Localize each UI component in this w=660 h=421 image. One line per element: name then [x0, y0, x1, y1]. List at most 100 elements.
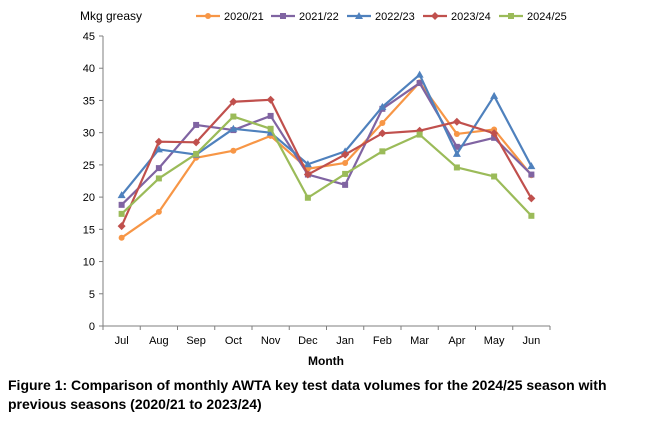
- x-tick-label: Feb: [373, 335, 392, 347]
- legend-entry: 2024/25: [499, 11, 567, 23]
- series-line: [120, 98, 533, 227]
- x-tick-label: Jul: [115, 335, 129, 347]
- data-point: [229, 97, 238, 106]
- x-tick-label: Nov: [261, 335, 281, 347]
- legend-marker: [355, 12, 363, 19]
- legend-marker: [431, 12, 439, 20]
- figure-caption: Figure 1: Comparison of monthly AWTA key…: [8, 377, 607, 412]
- data-point: [303, 160, 312, 168]
- data-point: [527, 194, 536, 203]
- series-line: [120, 73, 533, 196]
- series-2020-21: [118, 79, 535, 241]
- y-tick-label: 15: [83, 224, 95, 236]
- y-tick-label: 20: [83, 192, 95, 204]
- data-point: [229, 124, 238, 132]
- data-point: [452, 149, 461, 157]
- legend-label: 2024/25: [527, 11, 567, 23]
- x-axis-label: Month: [308, 354, 344, 368]
- data-point: [452, 117, 461, 126]
- data-point: [416, 80, 423, 87]
- data-point: [266, 95, 275, 104]
- data-point: [342, 170, 349, 177]
- data-point: [342, 181, 349, 188]
- data-point: [378, 129, 387, 138]
- x-tick-label: Oct: [225, 335, 242, 347]
- x-tick-label: Apr: [448, 335, 465, 347]
- legend-marker: [280, 13, 286, 19]
- legend-entry: 2021/22: [271, 11, 339, 23]
- legend-label: 2020/21: [224, 11, 264, 23]
- x-tick-label: Sep: [186, 335, 206, 347]
- data-point: [155, 175, 162, 182]
- data-point: [267, 125, 274, 132]
- legend-marker: [205, 13, 211, 19]
- data-point: [416, 131, 423, 138]
- series-line: [120, 81, 533, 239]
- data-point: [490, 129, 499, 138]
- y-tick-label: 0: [89, 321, 95, 333]
- data-point: [303, 170, 312, 179]
- data-point: [118, 201, 125, 208]
- data-point: [453, 130, 460, 137]
- y-tick-label: 35: [83, 95, 95, 107]
- data-point: [379, 120, 386, 126]
- series-line: [120, 115, 533, 217]
- data-point: [155, 208, 162, 215]
- legend-label: 2022/23: [375, 11, 415, 23]
- data-point: [378, 102, 387, 110]
- data-point: [379, 148, 386, 155]
- legend-label: 2023/24: [451, 11, 491, 23]
- legend: 2020/21 2021/22 2022/23 2023/24 2024/25: [196, 11, 567, 23]
- data-point: [527, 162, 536, 170]
- x-axis: Jul Aug Sep Oct Nov Dec Jan Feb Mar Apr May Jun: [102, 325, 551, 347]
- data-point: [267, 112, 274, 119]
- data-point: [491, 134, 498, 141]
- line-chart: Mkg greasy 2020/21 2021/22 2022/23 2023/24 2…: [80, 9, 567, 368]
- series-2024-25: [118, 113, 535, 219]
- data-point: [304, 194, 311, 201]
- data-point: [155, 165, 162, 172]
- data-point: [342, 159, 349, 166]
- legend-entry: 2022/23: [347, 11, 415, 23]
- x-tick-label: May: [484, 335, 505, 347]
- data-point: [118, 210, 125, 217]
- data-point: [453, 143, 460, 150]
- y-axis-label: Mkg greasy: [80, 9, 142, 23]
- x-tick-label: Mar: [410, 335, 429, 347]
- x-tick-label: Jun: [523, 335, 541, 347]
- data-point: [117, 191, 126, 199]
- data-point: [491, 173, 498, 180]
- y-tick-label: 25: [83, 160, 95, 172]
- data-point: [528, 171, 535, 178]
- data-point: [415, 70, 424, 78]
- data-point: [154, 137, 163, 146]
- legend-label: 2021/22: [299, 11, 339, 23]
- legend-marker: [508, 13, 514, 19]
- y-tick-label: 45: [83, 31, 95, 43]
- y-axis: 0 5 10 15 20 25 30 35 40 45: [83, 31, 104, 333]
- y-tick-label: 10: [83, 257, 95, 269]
- data-point: [117, 222, 126, 231]
- series-group: [117, 70, 536, 241]
- series-2023-24: [117, 95, 536, 231]
- data-point: [453, 164, 460, 171]
- data-point: [528, 212, 535, 219]
- legend-entry: 2020/21: [196, 11, 264, 23]
- data-point: [490, 91, 499, 99]
- series-2021-22: [118, 80, 535, 208]
- data-point: [193, 150, 200, 157]
- data-point: [230, 113, 237, 120]
- data-point: [192, 138, 201, 147]
- x-tick-label: Jan: [336, 335, 354, 347]
- y-tick-label: 30: [83, 128, 95, 140]
- legend-entry: 2023/24: [423, 11, 491, 23]
- data-point: [193, 121, 200, 128]
- data-point: [230, 147, 237, 154]
- y-tick-label: 40: [83, 63, 95, 75]
- data-point: [118, 234, 125, 241]
- x-tick-label: Aug: [149, 335, 169, 347]
- data-point: [341, 150, 350, 159]
- x-tick-label: Dec: [298, 335, 318, 347]
- y-tick-label: 5: [89, 289, 95, 301]
- data-point: [154, 145, 163, 153]
